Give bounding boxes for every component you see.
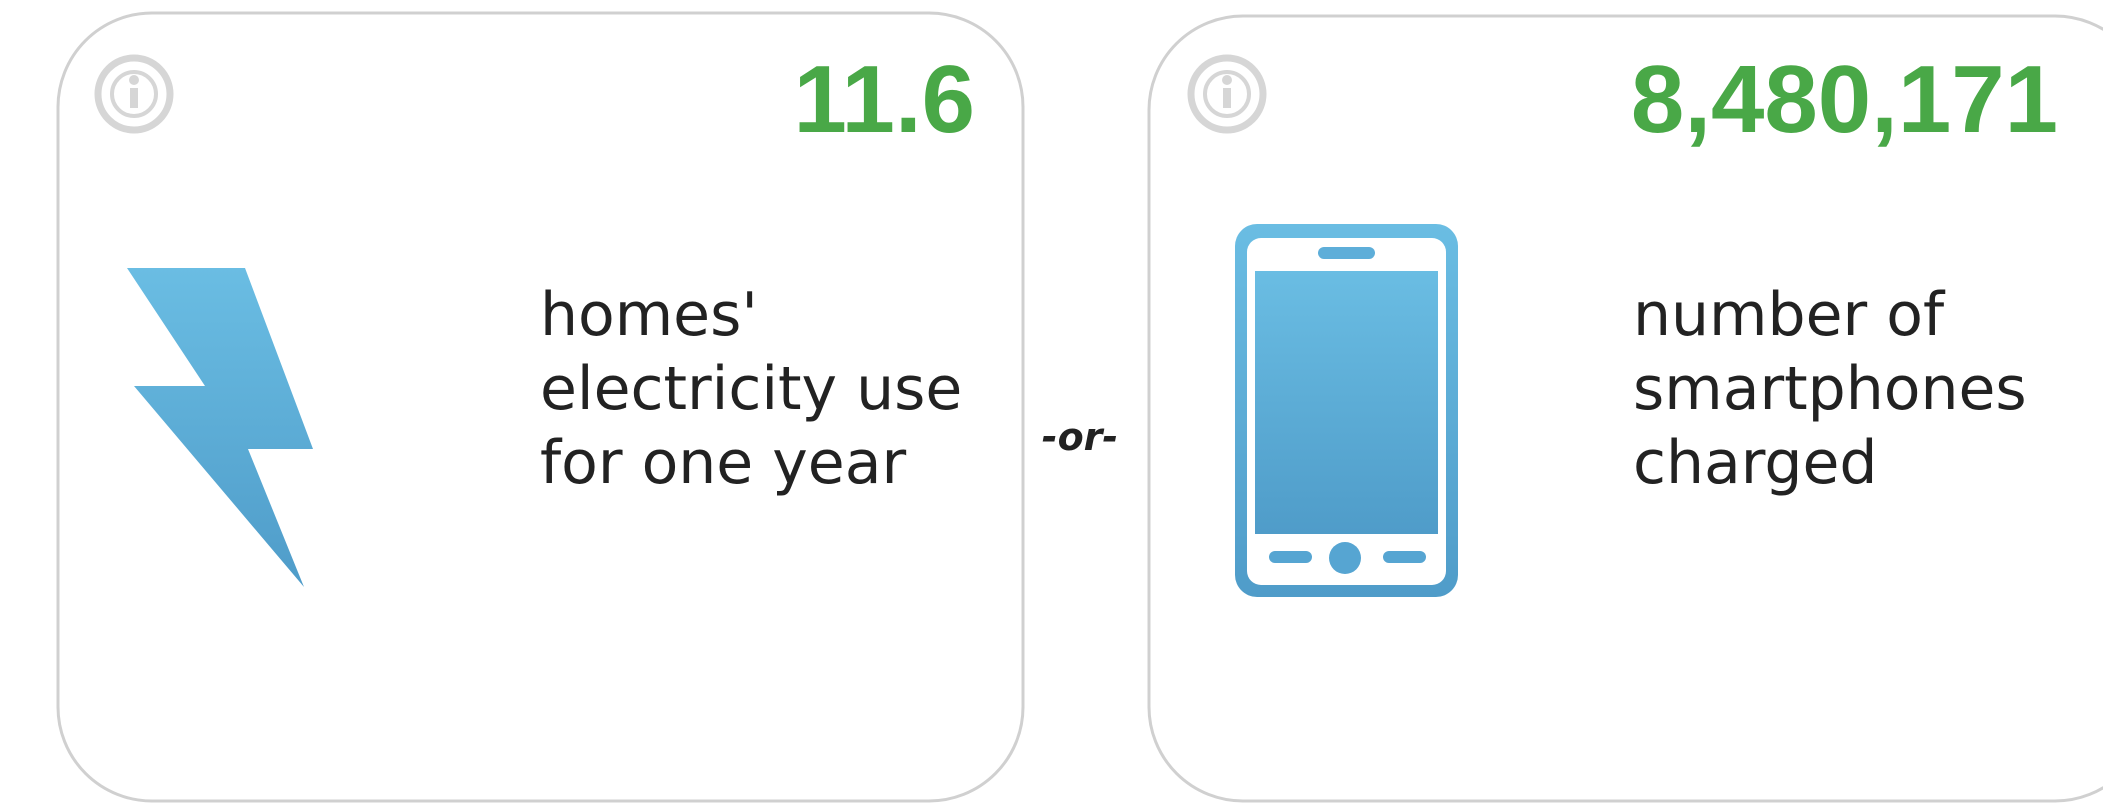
description: homes' (540, 280, 758, 350)
value: 8,480,171 (1631, 46, 2058, 153)
phone-icon (1235, 224, 1458, 597)
description: smartphones (1633, 354, 2027, 424)
info-icon[interactable] (1187, 54, 1267, 134)
card-frame (56, 11, 1025, 803)
info-icon[interactable] (94, 54, 174, 134)
description: charged (1633, 428, 1877, 498)
description: for one year (540, 428, 906, 498)
bolt-icon (127, 268, 313, 587)
description: electricity use (540, 354, 962, 424)
description: number of (1633, 280, 1946, 350)
card-frame (1147, 14, 2103, 803)
value: 11.6 (793, 46, 975, 153)
separator: -or- (1042, 415, 1118, 459)
card: 11.6 homes' electricity use for one year (56, 11, 1025, 803)
card: 8,480,171 number of smartphones charged (1147, 14, 2103, 803)
